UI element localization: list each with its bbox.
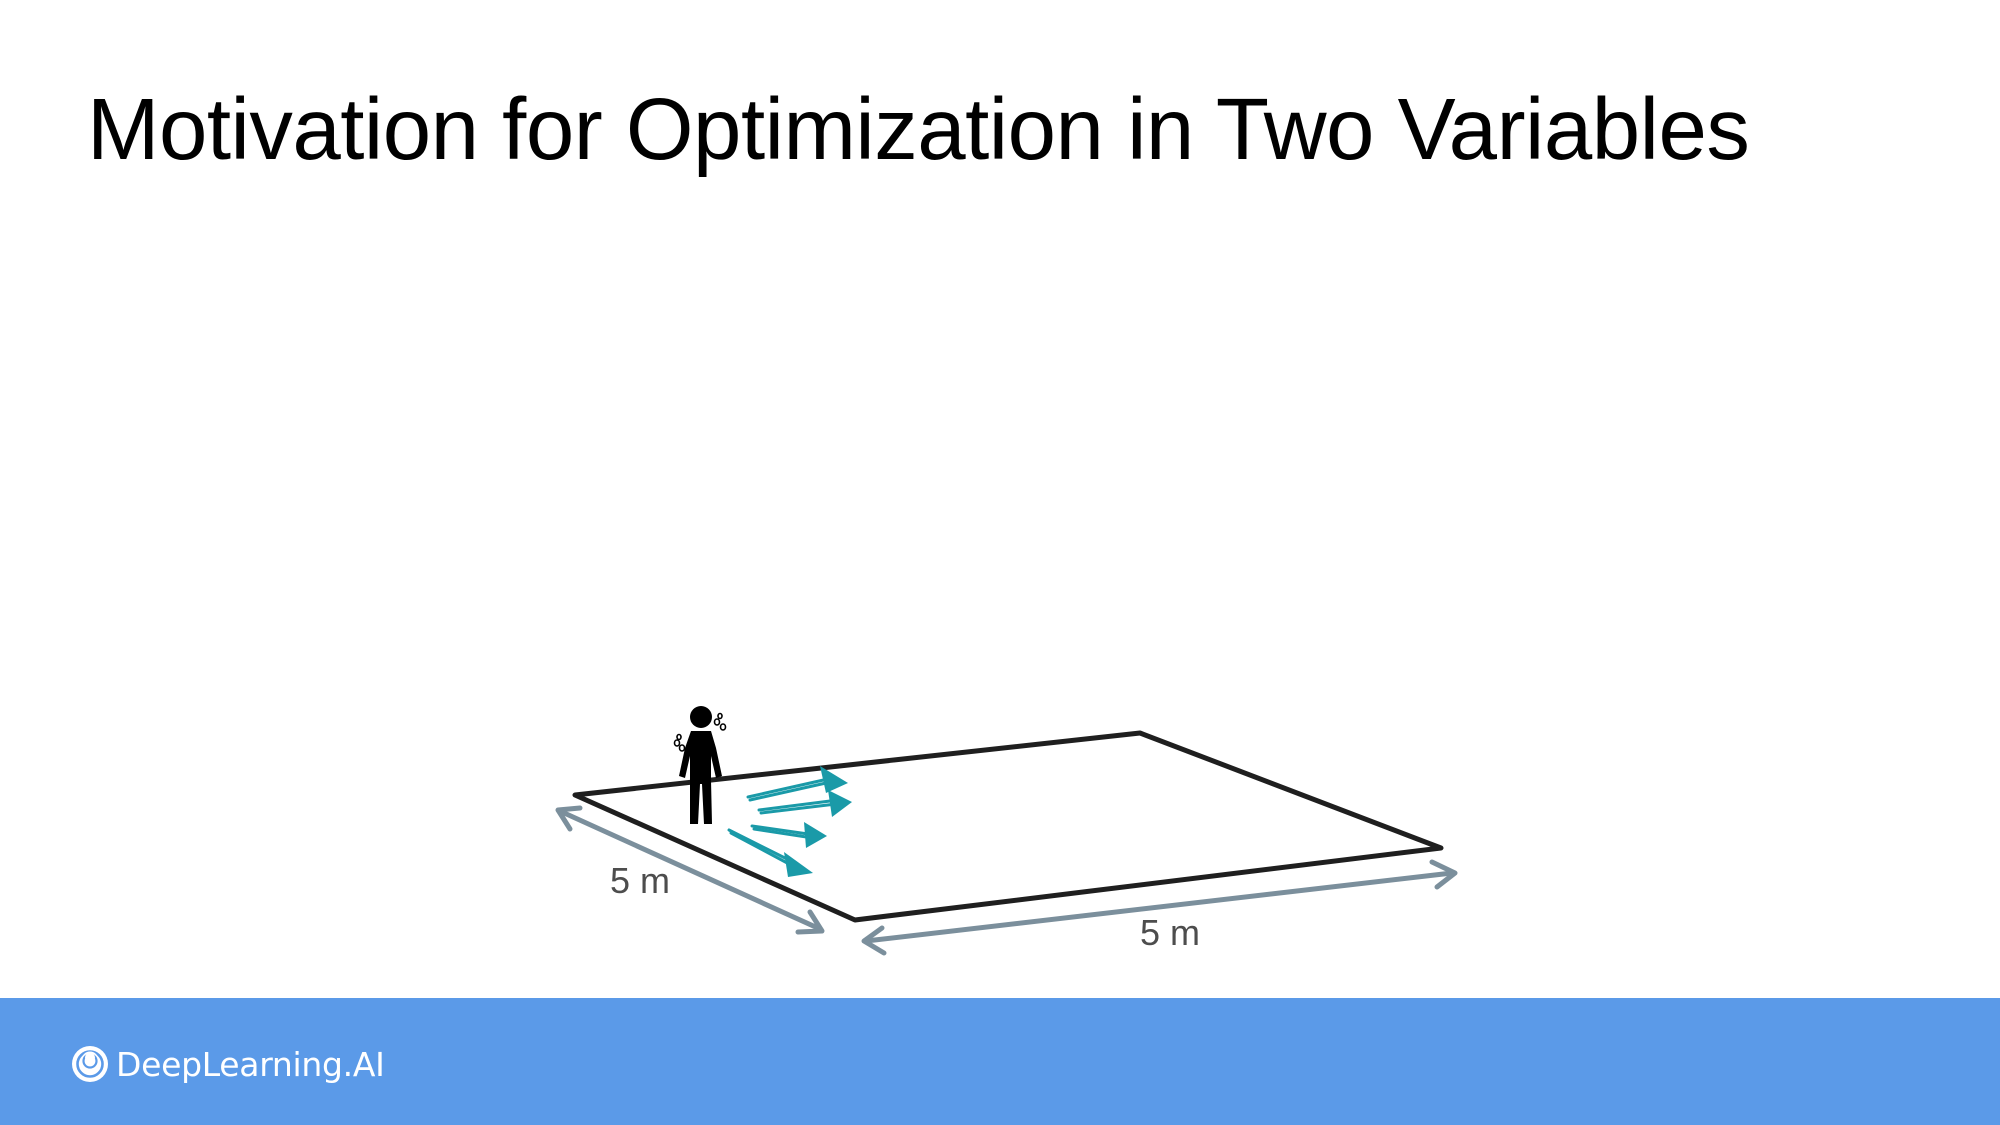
brand-name: DeepLearning.AI xyxy=(116,1044,385,1084)
sweat-drops-icon xyxy=(673,712,727,752)
room-diagram: 5 m 5 m xyxy=(555,706,1458,956)
brand: DeepLearning.AI xyxy=(70,1042,385,1086)
deeplearning-logo-icon xyxy=(72,1046,108,1082)
depth-dimension-arrow xyxy=(555,805,825,935)
footer-bar xyxy=(0,998,2000,1125)
width-label: 5 m xyxy=(1140,912,1200,953)
slide-title: Motivation for Optimization in Two Varia… xyxy=(87,81,1750,178)
width-dimension-arrow xyxy=(861,859,1458,956)
motion-arrow-icon xyxy=(727,766,852,877)
person-icon xyxy=(679,706,722,824)
depth-label: 5 m xyxy=(610,860,670,901)
floor-outline xyxy=(572,730,1444,923)
